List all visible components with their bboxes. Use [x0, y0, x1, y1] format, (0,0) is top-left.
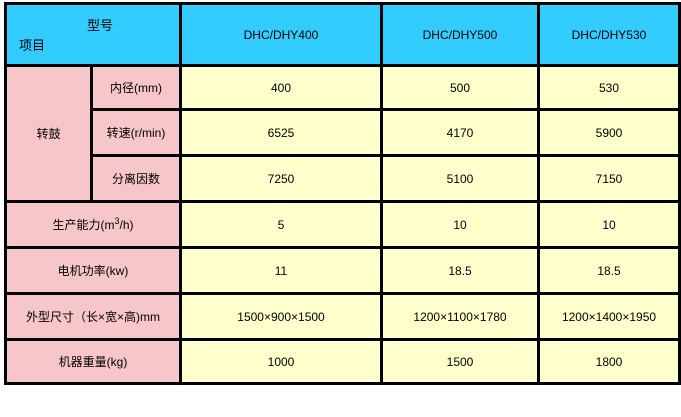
value-cell: 5900: [537, 108, 681, 157]
table-row-rotation-speed: 转速(r/min) 6525 4170 5900: [6, 108, 681, 157]
value-cell: 6525: [179, 108, 383, 157]
value-cell: 1200×1400×1950: [537, 292, 681, 341]
table-row-inner-diameter: 转鼓 内径(mm) 400 500 530: [4, 64, 681, 203]
table-row-capacity: 生产能力(m3/h) 5 10 10: [4, 200, 681, 249]
table-row-dimensions: 外型尺寸（长×宽×高)mm 1500×900×1500 1200×1100×17…: [4, 292, 681, 341]
table-row-weight: 机器重量(kg) 1000 1500 1800: [4, 338, 681, 385]
value-cell: 5: [179, 200, 383, 249]
value-cell: 18.5: [380, 246, 540, 295]
corner-label-model: 型号: [86, 17, 113, 33]
value-cell: 5100: [380, 154, 540, 203]
value-cell: 530: [537, 64, 681, 111]
value-cell: 7250: [179, 154, 383, 203]
value-cell: 10: [380, 200, 540, 249]
value-cell: 7150: [537, 154, 681, 203]
header-row: 型号 项目 DHC/DHY400 DHC/DHY500 DHC/DHY530: [4, 2, 681, 67]
row-label-inner-diameter: 内径(mm): [90, 64, 182, 111]
value-cell: 500: [380, 64, 540, 111]
column-header-model-3: DHC/DHY530: [537, 2, 681, 67]
value-cell: 1500: [380, 338, 540, 385]
capacity-label-suffix: /h): [119, 218, 134, 232]
value-cell: 11: [179, 246, 383, 295]
value-cell: 1200×1100×1780: [380, 292, 540, 341]
value-cell: 18.5: [537, 246, 681, 295]
row-label-capacity: 生产能力(m3/h): [4, 200, 182, 249]
value-cell: 1500×900×1500: [179, 292, 383, 341]
row-label-weight: 机器重量(kg): [4, 338, 182, 385]
table-row-motor-power: 电机功率(kw) 11 18.5 18.5: [4, 246, 681, 295]
capacity-label-prefix: 生产能力(m: [52, 218, 115, 232]
column-header-model-1: DHC/DHY400: [179, 2, 383, 67]
corner-cell: 型号 项目: [4, 2, 182, 67]
row-group-label-drum: 转鼓: [4, 64, 93, 203]
value-cell: 1800: [537, 338, 681, 385]
value-cell: 400: [179, 64, 383, 111]
row-label-separation-factor: 分离因数: [90, 154, 182, 203]
row-label-motor-power: 电机功率(kw): [4, 246, 182, 295]
table-row-separation-factor: 分离因数 7250 5100 7150: [6, 154, 681, 203]
column-header-model-2: DHC/DHY500: [380, 2, 540, 67]
corner-label-item: 项目: [19, 37, 46, 53]
spec-table: 型号 项目 DHC/DHY400 DHC/DHY500 DHC/DHY530 转…: [4, 2, 681, 385]
value-cell: 10: [537, 200, 681, 249]
row-label-rotation-speed: 转速(r/min): [90, 108, 182, 157]
row-label-dimensions: 外型尺寸（长×宽×高)mm: [4, 292, 182, 341]
corner-wrap: 型号 项目: [9, 7, 178, 63]
capacity-label-superscript: 3: [114, 216, 120, 226]
value-cell: 4170: [380, 108, 540, 157]
value-cell: 1000: [179, 338, 383, 385]
